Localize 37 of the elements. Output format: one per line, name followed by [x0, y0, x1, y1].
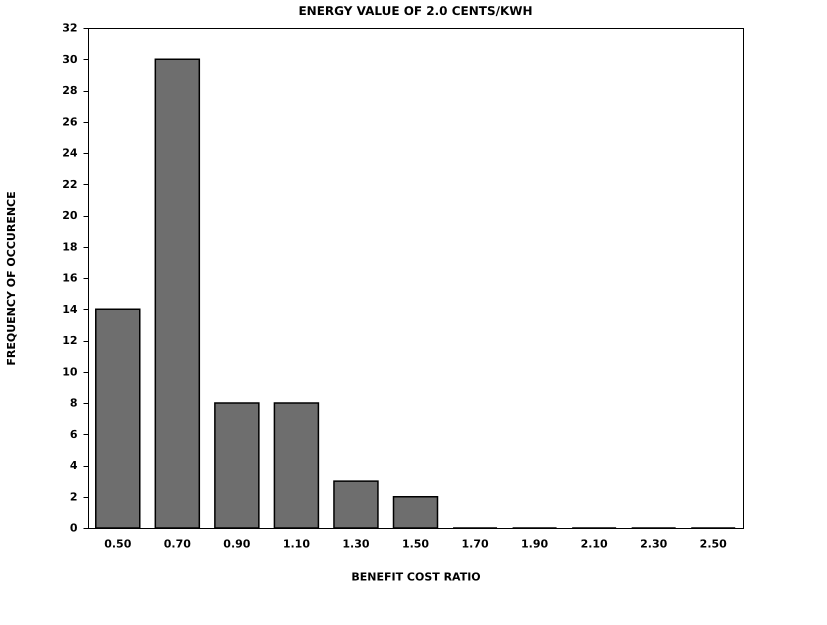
- y-tick-label: 12: [62, 334, 78, 347]
- y-tick-label: 4: [70, 459, 78, 472]
- y-tick-label: 0: [70, 522, 78, 534]
- y-tick-label: 26: [62, 115, 78, 128]
- x-tick-label: 0.90: [223, 538, 251, 550]
- bar: [95, 308, 141, 529]
- x-tick-label: 0.70: [164, 538, 192, 550]
- x-tick-label: 1.30: [342, 538, 370, 550]
- x-tick-label: 1.70: [461, 538, 489, 550]
- x-tick-label: 0.50: [104, 538, 132, 550]
- y-tick-label: 10: [62, 365, 78, 378]
- y-tick-label: 32: [62, 22, 78, 34]
- y-tick-label: 16: [62, 272, 78, 284]
- y-tick-label: 2: [70, 490, 78, 504]
- y-tick-label: 28: [62, 84, 78, 97]
- bar: [274, 402, 320, 529]
- y-tick-label: 24: [62, 146, 78, 160]
- bar: [154, 58, 200, 529]
- bar: [214, 402, 260, 529]
- y-tick-label: 22: [62, 178, 78, 191]
- chart-title: ENERGY VALUE OF 2.0 CENTS/KWH: [298, 4, 533, 18]
- y-tick-label: 8: [70, 396, 78, 410]
- y-tick-label: 18: [62, 240, 78, 254]
- bar: [333, 480, 379, 529]
- x-tick-label: 2.50: [700, 538, 728, 550]
- y-axis-title: FREQUENCY OF OCCURENCE: [5, 191, 18, 366]
- x-tick-label: 1.90: [521, 538, 549, 550]
- x-tick-label: 2.10: [580, 538, 608, 550]
- y-tick-label: 30: [62, 52, 78, 66]
- x-tick-label: 1.10: [282, 538, 310, 550]
- x-axis-title: BENEFIT COST RATIO: [351, 570, 481, 584]
- y-tick-label: 14: [62, 302, 78, 316]
- x-tick-label: 2.30: [640, 538, 668, 550]
- bar: [392, 496, 438, 529]
- y-tick-label: 20: [62, 209, 78, 222]
- x-tick-label: 1.50: [402, 538, 430, 550]
- y-tick-label: 6: [70, 428, 78, 441]
